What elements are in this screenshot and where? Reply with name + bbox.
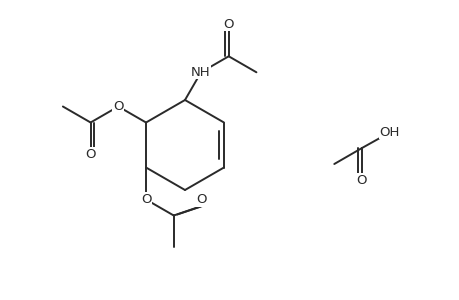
- Text: O: O: [356, 173, 366, 187]
- Text: O: O: [113, 100, 123, 113]
- Text: NH: NH: [191, 66, 210, 79]
- Text: O: O: [140, 193, 151, 206]
- Text: O: O: [85, 148, 95, 161]
- Text: O: O: [223, 18, 234, 31]
- Text: O: O: [196, 193, 206, 206]
- Text: OH: OH: [379, 125, 399, 139]
